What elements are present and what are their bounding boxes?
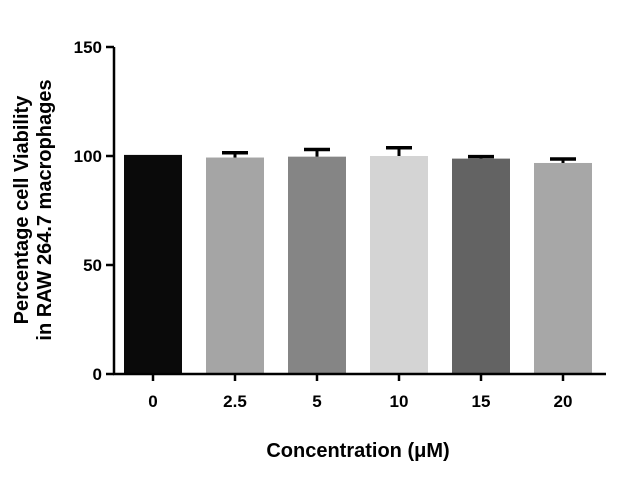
error-bar-10 bbox=[386, 145, 412, 156]
error-bar-2-5 bbox=[222, 150, 248, 158]
y-tick-label: 50 bbox=[83, 256, 102, 275]
error-bar-15 bbox=[468, 154, 494, 159]
error-bars-group bbox=[222, 145, 576, 163]
bar-10 bbox=[370, 156, 428, 374]
bars-group bbox=[124, 154, 592, 374]
x-axis-title: Concentration (μM) bbox=[266, 440, 449, 462]
x-tick-label: 20 bbox=[554, 392, 573, 411]
y-tick-label: 150 bbox=[74, 38, 102, 57]
error-bar-20 bbox=[550, 157, 576, 163]
x-tick-label: 15 bbox=[472, 392, 491, 411]
error-bar-5 bbox=[304, 147, 330, 157]
x-tick-label: 2.5 bbox=[223, 392, 247, 411]
x-tick-label: 0 bbox=[148, 392, 157, 411]
x-tick-label: 5 bbox=[312, 392, 321, 411]
x-ticks-group: 0 2.5 5 10 15 20 bbox=[148, 374, 572, 411]
y-axis-title-line2: in RAW 264.7 macrophages bbox=[34, 79, 56, 340]
bar-0 bbox=[124, 154, 182, 374]
y-tick-label: 0 bbox=[93, 365, 102, 384]
bar-2-5 bbox=[206, 157, 264, 374]
y-tick-label: 100 bbox=[74, 147, 102, 166]
bar-20 bbox=[534, 162, 592, 374]
bar-15 bbox=[452, 158, 510, 374]
x-tick-label: 10 bbox=[390, 392, 409, 411]
y-axis-title-line1: Percentage cell Viability bbox=[11, 95, 33, 325]
y-ticks-group: 0 50 100 150 bbox=[74, 38, 114, 384]
bar-5 bbox=[288, 156, 346, 374]
